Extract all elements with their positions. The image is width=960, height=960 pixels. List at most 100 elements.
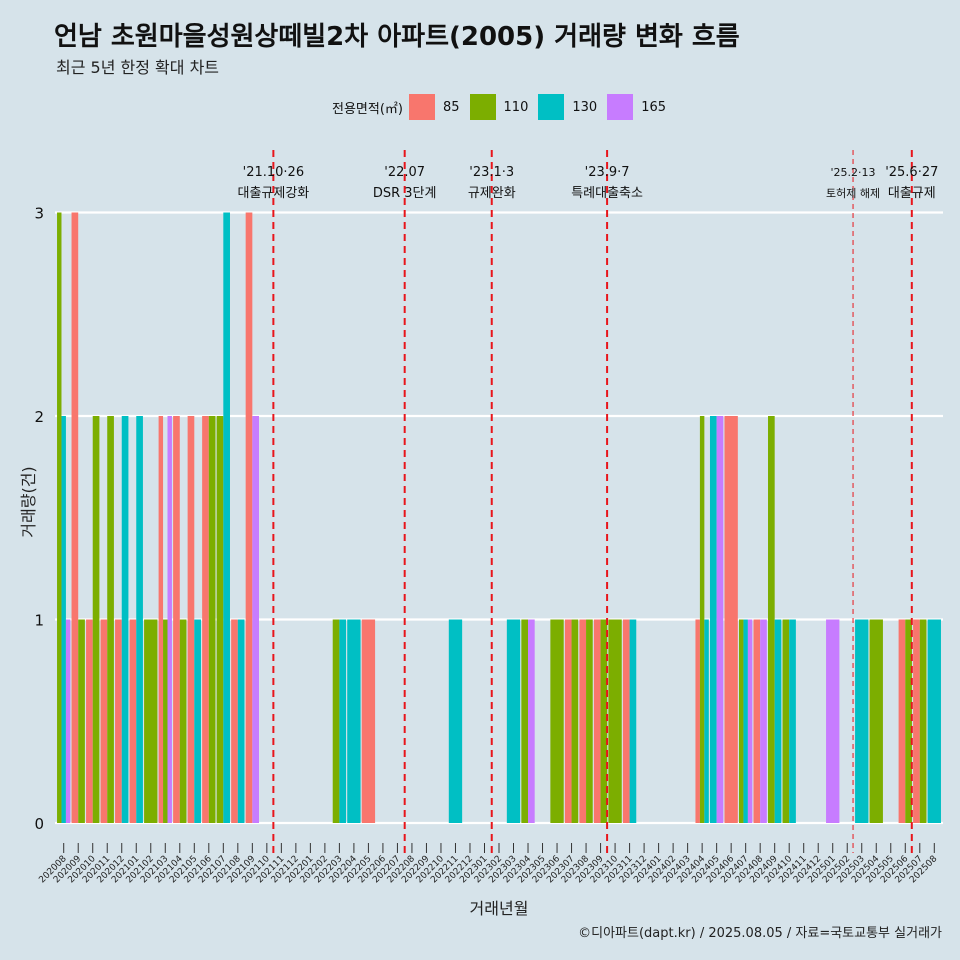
bar-202410-130 <box>789 619 796 823</box>
bar-202303-130 <box>506 619 521 823</box>
bar-202307-85 <box>564 619 572 823</box>
bar-202106-110 <box>208 416 216 823</box>
y-tick-label-0: 0 <box>34 815 44 833</box>
bar-202103-110 <box>163 619 168 823</box>
bar-202506-110 <box>905 619 912 823</box>
y-axis-title: 거래량(건) <box>19 466 38 537</box>
bar-202304-165 <box>528 619 535 823</box>
bar-202408-85 <box>753 619 761 823</box>
legend-item-85: 85 <box>408 94 460 120</box>
bar-202102-110 <box>144 619 158 823</box>
bar-202311-85 <box>622 619 630 823</box>
bar-202107-130 <box>223 212 230 823</box>
bar-202306-110 <box>550 619 564 823</box>
event-label-3: 특례대출축소 <box>571 186 643 201</box>
bar-202101-85 <box>129 619 137 823</box>
legend-swatch-130 <box>538 94 565 120</box>
bar-202406-85 <box>724 416 738 823</box>
bar-202108-130 <box>237 619 245 823</box>
event-date-5: '25.6·27 <box>885 165 938 180</box>
bar-202405-165 <box>716 416 724 823</box>
bar-202109-85 <box>245 212 253 823</box>
bar-202008-130 <box>61 416 66 823</box>
y-tick-label-3: 3 <box>34 205 44 223</box>
bar-202404-130 <box>704 619 709 823</box>
bar-202012-130 <box>121 416 129 823</box>
bar-202011-110 <box>107 416 114 823</box>
bar-202109-165 <box>252 416 260 823</box>
bar-202308-110 <box>586 619 593 823</box>
bar-202407-110 <box>738 619 744 823</box>
bar-202010-110 <box>92 416 100 823</box>
legend-swatch-85 <box>408 94 435 120</box>
bar-202106-85 <box>202 416 209 823</box>
bar-202506-85 <box>898 619 906 823</box>
bar-202203-110 <box>332 619 340 823</box>
bar-202105-130 <box>194 619 201 823</box>
legend-label-130: 130 <box>572 99 598 115</box>
bar-202507-85 <box>913 619 920 823</box>
bar-202408-165 <box>760 619 767 823</box>
legend-label-165: 165 <box>641 99 667 115</box>
bar-202103-165 <box>167 416 172 823</box>
bar-202508-130 <box>927 619 941 823</box>
event-label-1: DSR 3단계 <box>373 186 437 201</box>
bar-202503-130 <box>855 619 869 823</box>
event-date-1: '22.07 <box>384 165 425 180</box>
y-tick-label-1: 1 <box>34 612 44 630</box>
bar-202211-130 <box>448 619 463 823</box>
bar-202011-85 <box>100 619 108 823</box>
bar-202307-110 <box>571 619 579 823</box>
bar-202108-85 <box>231 619 238 823</box>
event-date-0: '21.10·26 <box>243 165 304 180</box>
legend-item-110: 110 <box>469 94 529 120</box>
chart-subtitle: 최근 5년 한정 확대 차트 <box>56 58 220 77</box>
bar-202404-110 <box>699 416 705 823</box>
bar-202409-130 <box>774 619 782 823</box>
bar-202409-110 <box>768 416 775 823</box>
bar-202103-85 <box>158 416 164 823</box>
event-date-3: '23.9·7 <box>585 165 630 180</box>
bar-202407-165 <box>747 619 753 823</box>
bar-202407-130 <box>743 619 748 823</box>
bar-202107-110 <box>216 416 224 823</box>
chart-title: 언남 초원마을성원상떼빌2차 아파트(2005) 거래량 변화 흐름 <box>54 22 740 52</box>
event-label-4: 토허제 해제 <box>826 186 880 200</box>
legend-swatch-110 <box>469 94 496 120</box>
bar-202101-130 <box>136 416 143 823</box>
legend-title: 전용면적(㎡) <box>332 101 403 117</box>
event-label-0: 대출규제강화 <box>237 186 309 201</box>
bar-202009-110 <box>78 619 85 823</box>
y-tick-label-2: 2 <box>34 408 44 426</box>
source-caption: ©디아파트(dapt.kr) / 2025.08.05 / 자료=국토교통부 실… <box>578 926 942 941</box>
bar-202405-130 <box>709 416 717 823</box>
bar-202404-85 <box>695 619 700 823</box>
bar-202104-110 <box>179 619 187 823</box>
legend-swatch-165 <box>607 94 634 120</box>
bar-202012-85 <box>115 619 122 823</box>
bar-202311-130 <box>629 619 637 823</box>
bar-202105-85 <box>187 416 195 823</box>
bar-202203-130 <box>339 619 347 823</box>
bar-202008-110 <box>57 212 62 823</box>
bar-202008-165 <box>65 619 71 823</box>
event-label-5: 대출규제 <box>888 186 936 201</box>
event-label-2: 규제완화 <box>468 186 516 201</box>
bar-202309-85 <box>593 619 601 823</box>
event-date-4: '25.2·13 <box>831 166 876 179</box>
event-date-2: '23.1·3 <box>469 165 514 180</box>
bar-202308-85 <box>579 619 587 823</box>
bar-202104-85 <box>173 416 180 823</box>
legend: 전용면적(㎡) 85 110 130 165 <box>332 93 676 121</box>
bar-202504-110 <box>869 619 883 823</box>
legend-label-110: 110 <box>503 99 529 115</box>
x-axis-title: 거래년월 <box>470 899 529 918</box>
bar-202205-85 <box>361 619 376 823</box>
bar-202501-165 <box>826 619 840 823</box>
legend-label-85: 85 <box>442 99 460 115</box>
bar-202309-110 <box>600 619 608 823</box>
bar-202010-85 <box>86 619 93 823</box>
legend-item-165: 165 <box>607 94 666 120</box>
bar-202310-110 <box>608 619 622 823</box>
